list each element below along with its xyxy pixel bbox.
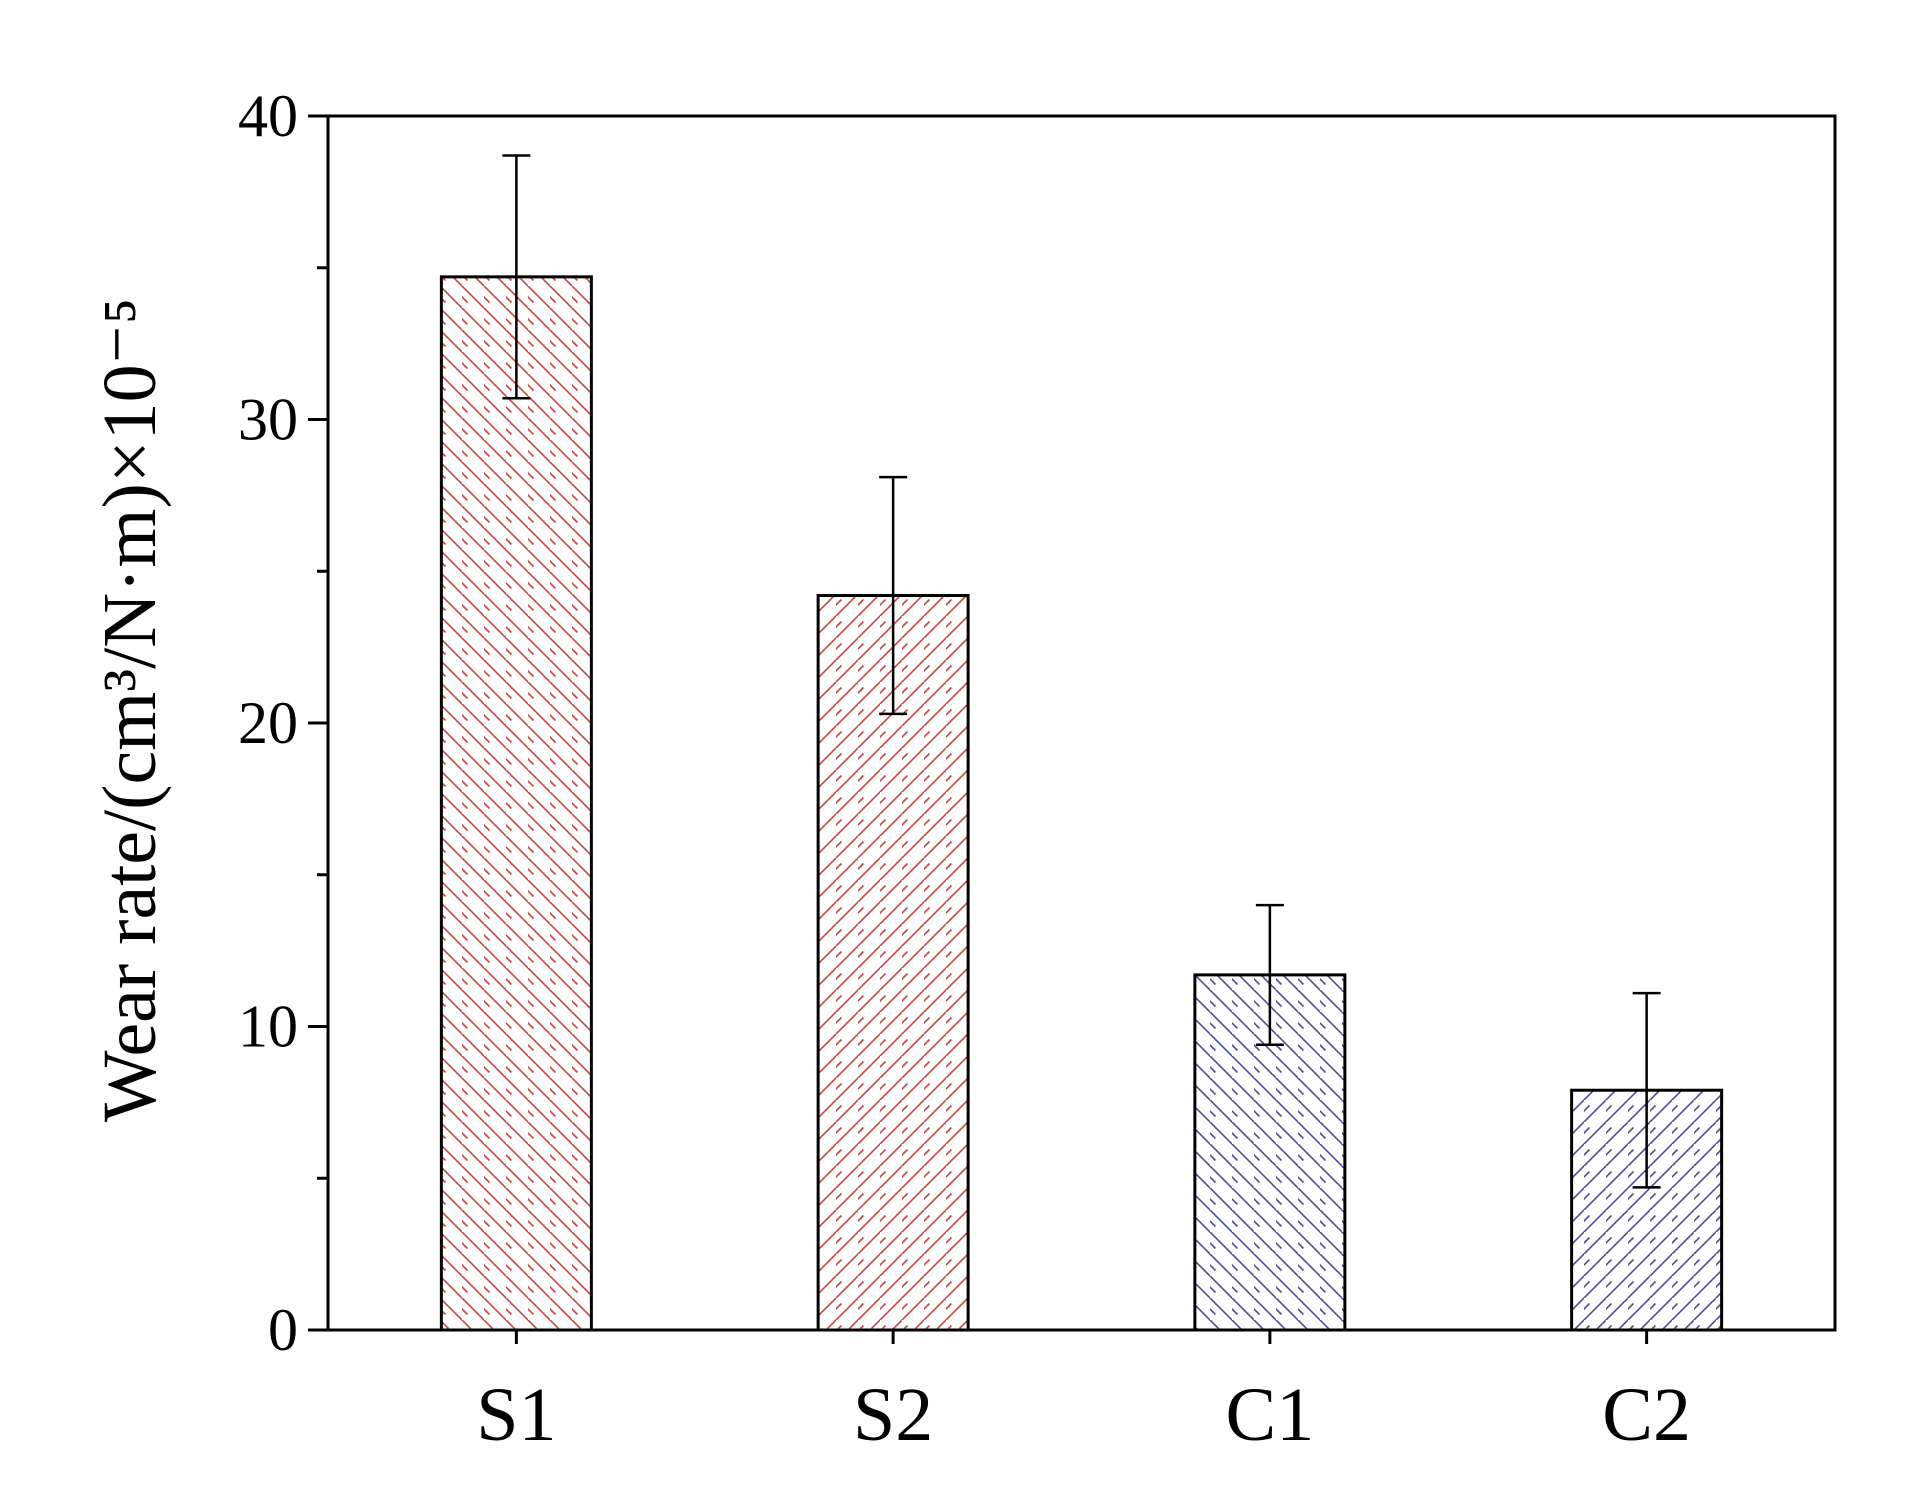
tick-labels: S1 S2 C1 C2 0 10 20 30 40 <box>238 83 1691 1457</box>
y-tick-label-20: 20 <box>238 690 298 756</box>
error-bars-layer <box>502 154 1661 1189</box>
x-tick-label-c1: C1 <box>1226 1373 1315 1457</box>
x-tick-label-s1: S1 <box>476 1373 556 1457</box>
y-axis-title: Wear rate/(cm³/N·m)×10⁻⁵ <box>88 298 172 1123</box>
axes <box>308 114 1837 1344</box>
bars-layer <box>439 275 1724 1332</box>
y-tick-label-40: 40 <box>238 83 298 149</box>
error-bar-s2 <box>879 475 908 716</box>
bar-s1 <box>439 275 593 1332</box>
x-tick-label-s2: S2 <box>853 1373 933 1457</box>
error-bar-c1 <box>1255 903 1284 1046</box>
error-bar-s1 <box>502 154 531 400</box>
y-tick-label-30: 30 <box>238 387 298 453</box>
y-tick-label-0: 0 <box>268 1297 298 1363</box>
x-tick-label-c2: C2 <box>1602 1373 1691 1457</box>
error-bar-c2 <box>1632 991 1661 1189</box>
y-tick-label-10: 10 <box>238 994 298 1060</box>
